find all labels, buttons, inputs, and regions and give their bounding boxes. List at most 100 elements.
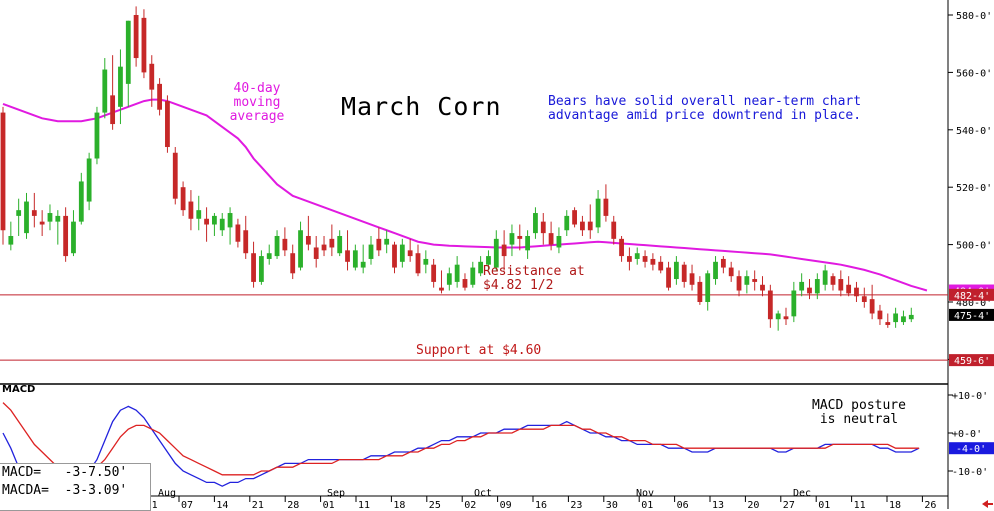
candle-body — [337, 235, 343, 254]
support-price-tag-box — [949, 354, 994, 367]
date-tick-label: 01 — [641, 500, 653, 509]
candle — [689, 264, 695, 291]
candle — [603, 184, 609, 222]
date-tick-label: 14 — [216, 500, 228, 509]
candle-body — [94, 112, 100, 159]
macd-tick-label: -10-0' — [952, 467, 988, 478]
candle — [446, 267, 452, 291]
candle-body — [196, 210, 202, 219]
candle-body — [619, 238, 624, 257]
date-tick-label: 13 — [712, 500, 724, 509]
candle-body — [0, 112, 6, 231]
candle-body — [807, 287, 812, 294]
candle-body — [720, 258, 726, 268]
candle — [165, 95, 170, 153]
candle — [736, 270, 742, 297]
candle — [251, 241, 256, 288]
candle-body — [744, 276, 750, 285]
candle — [399, 238, 405, 268]
candle — [188, 190, 194, 231]
date-tick-label: 20 — [747, 500, 759, 509]
price-tick-label: 480-0' — [956, 298, 992, 309]
candle — [752, 270, 758, 291]
candle-body — [63, 215, 69, 257]
candle — [376, 227, 382, 257]
chart-title: March Corn — [341, 92, 502, 121]
candle-body — [470, 267, 476, 285]
month-label: Dec — [793, 488, 811, 499]
macd-readout-box: MACD= -3-7.50' MACDA= -3-3.09' — [0, 463, 151, 511]
month-label: Nov — [636, 488, 654, 499]
date-tick-label: 27 — [783, 500, 795, 509]
candle-body — [141, 17, 147, 73]
candle — [274, 230, 280, 259]
candle-body — [650, 258, 656, 265]
candle — [580, 215, 585, 236]
resistance-price-tag-label: 482-4' — [954, 291, 990, 302]
candle-body — [368, 244, 374, 259]
candle-body — [603, 198, 609, 216]
candle-body — [501, 244, 507, 257]
candle-body — [243, 230, 249, 254]
candle — [720, 256, 726, 274]
price-tick-label: 560-0' — [956, 68, 992, 79]
candle — [337, 230, 343, 257]
candle-body — [728, 267, 734, 277]
candle-body — [580, 221, 585, 231]
candle-body — [188, 201, 194, 219]
candle — [227, 207, 233, 245]
candle-body — [423, 258, 429, 265]
candle-body — [392, 244, 397, 268]
macd-tick-label: +0-0' — [952, 429, 982, 440]
candle — [431, 258, 437, 288]
candle — [305, 215, 311, 251]
candle — [71, 210, 76, 257]
candle — [204, 207, 209, 242]
candle — [666, 261, 671, 291]
candle — [102, 58, 108, 119]
candle — [564, 210, 570, 236]
candle — [94, 106, 100, 165]
candle — [321, 235, 327, 257]
candle-body — [736, 276, 742, 291]
candle — [486, 250, 491, 271]
candle — [63, 207, 69, 262]
candle — [196, 195, 202, 231]
candle — [908, 307, 914, 323]
candle — [681, 261, 687, 288]
candle — [384, 230, 390, 254]
macda-line — [2, 402, 920, 476]
resistance-label: Resistance at $4.82 1/2 — [483, 264, 585, 293]
candle-body — [125, 20, 131, 84]
candle — [462, 273, 468, 291]
candle-body — [133, 15, 139, 59]
candle-body — [71, 221, 76, 254]
candle-body — [462, 279, 468, 288]
candle-body — [55, 215, 61, 222]
candle-body — [493, 238, 499, 268]
plot-area — [0, 0, 948, 496]
candle — [893, 307, 899, 328]
candle — [587, 204, 593, 239]
date-tick-label: 11 — [854, 500, 866, 509]
candle-body — [540, 221, 546, 234]
candle-body — [666, 267, 671, 288]
candle — [650, 253, 656, 271]
candle — [548, 221, 554, 251]
candle — [16, 198, 22, 236]
price-tick-label: 580-0' — [956, 11, 992, 22]
candle-body — [767, 290, 773, 320]
candle — [24, 192, 29, 239]
candle-body — [47, 213, 53, 222]
candle-body — [775, 313, 781, 320]
candle — [298, 221, 303, 271]
red-arrow-icon — [982, 500, 993, 508]
candle — [313, 235, 319, 268]
candle — [901, 310, 906, 325]
candle-body — [16, 210, 22, 216]
candle — [642, 250, 648, 268]
candle — [517, 224, 523, 251]
price-tick-label: 540-0' — [956, 126, 992, 137]
candle — [141, 9, 147, 79]
